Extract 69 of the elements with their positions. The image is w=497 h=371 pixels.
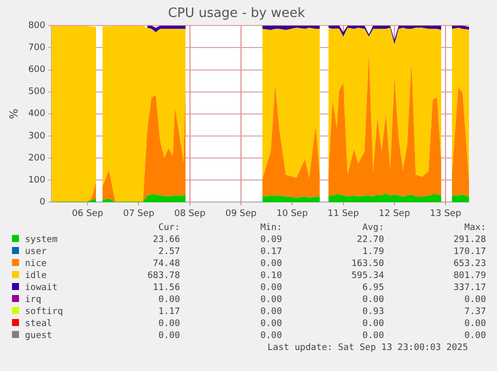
text: 7.37 [463,306,486,318]
legend-label: steal [24,318,54,330]
chart-title: CPU usage - by week [168,6,306,22]
text: 337.17 [452,282,486,294]
legend-label: guest [24,330,54,342]
y-axis-title: % [7,108,20,120]
y-tick-label: 0 [40,198,46,208]
x-tick-label: 08 Sep [174,208,206,219]
legend-label: system [24,234,59,246]
text: 0.10 [259,270,282,282]
text: 6.95 [361,282,384,294]
text: 0.00 [361,294,384,306]
y-tick-label: 400 [28,109,46,120]
text: 0.00 [259,330,282,342]
x-tick-label: 12 Sep [378,208,410,219]
text: 0.00 [259,294,282,306]
text: Max: [463,222,486,234]
text: 163.50 [350,258,384,270]
text: 74.48 [152,258,180,270]
text: 0.00 [157,294,180,306]
text: 0.00 [361,318,384,330]
text: 0.00 [463,318,486,330]
text: 595.34 [350,270,384,282]
y-tick-label: 600 [28,65,46,76]
text: 683.78 [146,270,180,282]
legend-label: nice [24,258,48,270]
y-tick-label: 800 [28,20,46,31]
text: 0.00 [157,330,180,342]
legend-label: idle [24,270,48,282]
text: 0.09 [259,234,282,246]
x-tick-label: 10 Sep [276,208,308,219]
text: 0.00 [259,318,282,330]
text: 0.00 [463,294,486,306]
text: 0.00 [157,318,180,330]
legend-label: irq [24,294,42,306]
text: 11.56 [152,282,180,294]
x-tick-label: 06 Sep [72,208,104,219]
text: 0.00 [361,330,384,342]
text: 0.00 [463,330,486,342]
text: 22.70 [356,234,384,246]
text: 170.17 [452,246,486,258]
x-tick-label: 07 Sep [123,208,155,219]
y-tick-label: 700 [28,43,46,54]
x-tick-label: 11 Sep [328,208,360,219]
text: 801.79 [452,270,486,282]
y-tick-label: 500 [28,87,46,98]
y-tick-label: 300 [28,131,46,142]
text: Avg: [361,222,384,234]
text: Cur: [157,222,180,234]
text: 0.00 [259,282,282,294]
x-tick-label: 13 Sep [430,208,462,219]
text: 0.93 [361,306,384,318]
y-tick-label: 200 [28,153,46,164]
x-tick-label: 09 Sep [225,208,257,219]
text: 1.17 [157,306,180,318]
text: 2.57 [157,246,180,258]
legend-label: user [24,246,48,258]
legend-label: iowait [24,282,59,294]
y-tick-label: 100 [28,175,46,186]
text: 1.79 [361,246,384,258]
text: 0.17 [259,246,282,258]
legend-label: softirq [24,306,64,318]
text: 0.00 [259,306,282,318]
text: 23.66 [152,234,180,246]
text: Last update: Sat Sep 13 23:00:03 2025 [266,342,468,354]
text: 0.00 [259,258,282,270]
text: Min: [259,222,282,234]
text: 291.28 [452,234,486,246]
text: 653.23 [452,258,486,270]
